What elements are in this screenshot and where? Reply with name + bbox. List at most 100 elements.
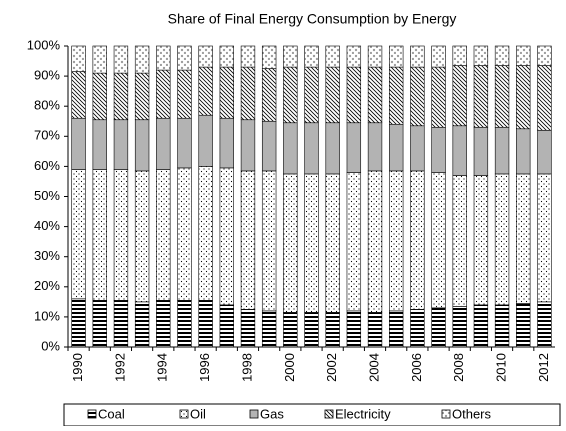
bar-segment xyxy=(261,120,277,172)
x-tick-label: 1996 xyxy=(197,353,212,382)
x-tick-label: 2012 xyxy=(536,353,551,382)
bar-segment xyxy=(516,45,531,66)
bar-segment xyxy=(219,66,234,119)
bar-segment xyxy=(452,65,467,127)
y-tick-label: 90% xyxy=(34,68,60,83)
legend-swatch xyxy=(179,409,189,419)
bar-segment xyxy=(261,45,277,69)
bar-segment xyxy=(431,126,446,173)
x-tick-label: 1998 xyxy=(239,353,254,382)
bar-segment xyxy=(219,45,234,68)
bar-segment xyxy=(156,300,171,348)
y-tick-label: 30% xyxy=(34,248,60,263)
bar-segment xyxy=(389,66,404,125)
y-tick-label: 10% xyxy=(34,308,60,323)
bar-segment xyxy=(452,175,467,307)
bar-segment xyxy=(410,66,425,127)
bar-segment xyxy=(177,45,192,71)
bar-segment xyxy=(473,126,489,176)
bar-segment xyxy=(261,68,277,122)
bar-segment xyxy=(198,300,213,348)
x-tick-label: 2008 xyxy=(451,353,466,382)
bar-segment xyxy=(494,126,510,175)
chart-title: Share of Final Energy Consumption by Ene… xyxy=(168,11,457,27)
bar-segment xyxy=(367,312,383,348)
bar-segment xyxy=(473,175,489,306)
bar-segment xyxy=(537,45,552,66)
bar-segment xyxy=(156,45,171,71)
bar-segment xyxy=(198,166,213,301)
bar-segment xyxy=(389,45,404,68)
bar-segment xyxy=(516,173,531,304)
bar-segment xyxy=(325,45,340,68)
bar-segment xyxy=(92,300,107,348)
bar-segment xyxy=(261,310,277,348)
bar-segment xyxy=(494,65,510,128)
bar-segment xyxy=(346,310,362,348)
bar-segment xyxy=(134,301,150,348)
x-tick-label: 2006 xyxy=(409,353,424,382)
bar-segment xyxy=(92,72,107,121)
bar-segment xyxy=(92,119,107,170)
bar-segment xyxy=(71,71,86,119)
bar-segment xyxy=(177,117,192,169)
legend-label: Coal xyxy=(98,406,125,421)
bar-segment xyxy=(113,169,129,301)
bar-segment xyxy=(410,309,425,348)
bar-segment xyxy=(113,119,129,170)
bar-segment xyxy=(452,306,467,348)
y-tick-label: 20% xyxy=(34,278,60,293)
bar-segment xyxy=(537,129,552,175)
bar-segment xyxy=(367,122,383,172)
bar-segment xyxy=(71,117,86,170)
x-tick-label: 1994 xyxy=(155,353,170,382)
x-tick-label: 1992 xyxy=(112,353,127,382)
legend-swatch xyxy=(249,409,259,419)
bar-segment xyxy=(367,66,383,124)
bar-segment xyxy=(304,122,319,175)
legend-label: Gas xyxy=(260,406,284,421)
bar-segment xyxy=(198,45,213,68)
bar-segment xyxy=(410,45,425,68)
bar-segment xyxy=(304,173,319,313)
bar-segment xyxy=(494,45,510,66)
bar-segment xyxy=(346,172,362,312)
bar-segment xyxy=(389,310,404,348)
bar-segment xyxy=(261,170,277,312)
bar-segment xyxy=(473,304,489,348)
bar-segment xyxy=(304,66,319,124)
bar-segment xyxy=(325,122,340,175)
bar-segment xyxy=(156,169,171,301)
bar-segment xyxy=(198,66,213,116)
bar-segment xyxy=(177,167,192,301)
bar-segment xyxy=(389,123,404,172)
legend-swatch xyxy=(87,409,97,419)
y-tick-label: 70% xyxy=(34,128,60,143)
y-tick-label: 0% xyxy=(41,338,60,353)
x-tick-label: 2010 xyxy=(494,353,509,382)
bar-segment xyxy=(346,66,362,124)
bar-segment xyxy=(240,170,256,310)
bar-segment xyxy=(537,65,552,131)
legend-swatch xyxy=(324,409,334,419)
bar-segment xyxy=(304,45,319,68)
bar-segment xyxy=(71,45,86,72)
bar-segment xyxy=(113,72,129,121)
bar-segment xyxy=(156,117,171,170)
bar-segment xyxy=(283,45,298,68)
bar-segment xyxy=(283,173,298,313)
bar-segment xyxy=(113,300,129,348)
bar-segment xyxy=(431,307,446,348)
x-tick-label: 2000 xyxy=(282,353,297,382)
bar-segment xyxy=(198,114,213,167)
bar-segment xyxy=(516,128,531,175)
bar-segment xyxy=(283,66,298,124)
bar-segment xyxy=(473,65,489,128)
bar-segment xyxy=(92,169,107,301)
bar-segment xyxy=(367,45,383,68)
x-tick-label: 2004 xyxy=(366,353,381,382)
bar-segment xyxy=(240,309,256,348)
y-tick-label: 100% xyxy=(27,37,61,52)
bar-segment xyxy=(431,66,446,128)
bar-segment xyxy=(240,66,256,121)
